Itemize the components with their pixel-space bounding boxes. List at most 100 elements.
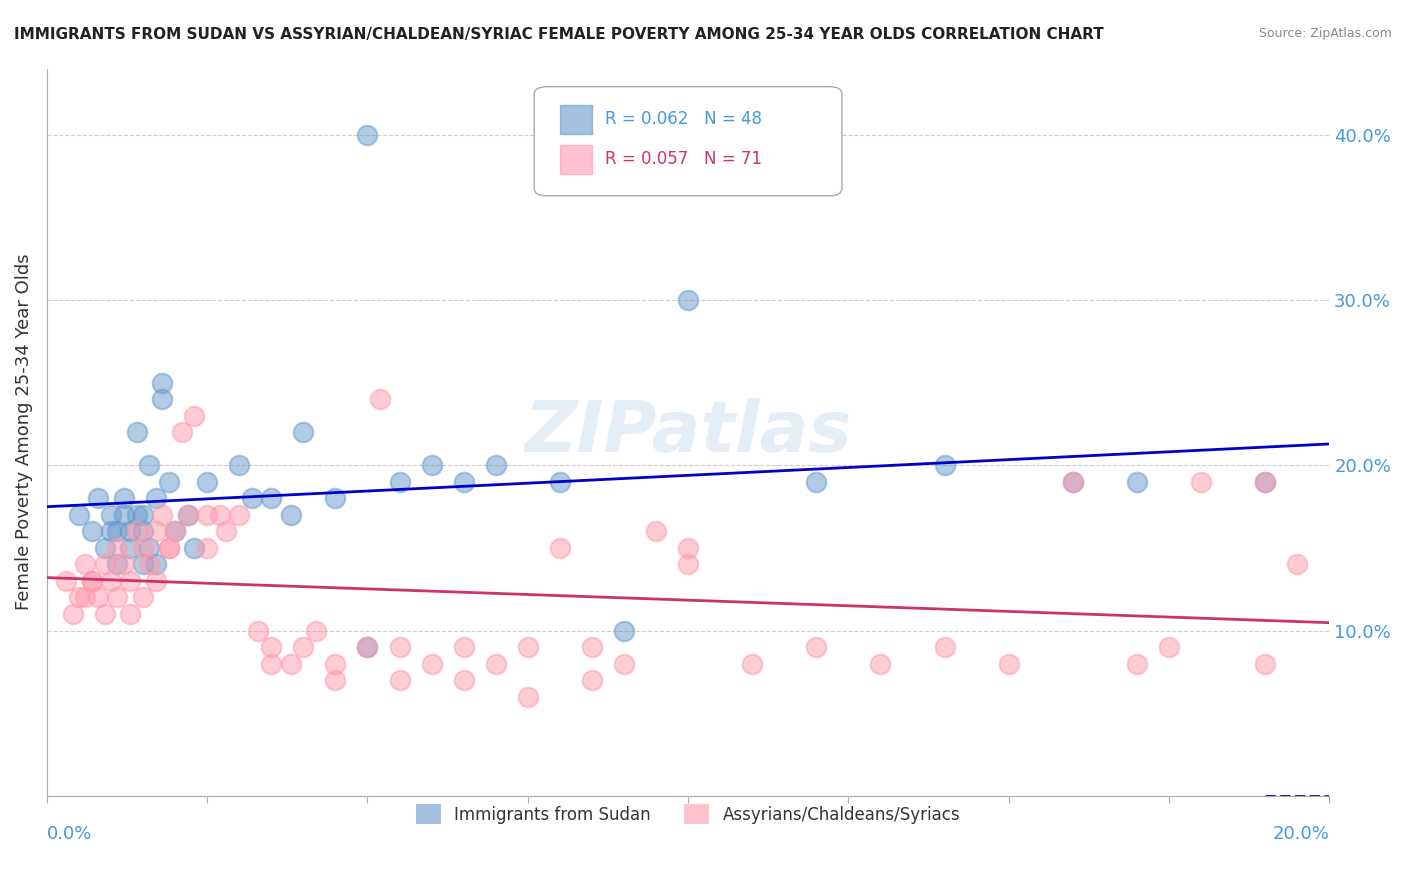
Point: [125, 524, 148, 539]
Bar: [560, 145, 592, 174]
Point: [453, 673, 475, 687]
Point: [1254, 657, 1277, 671]
Point: [107, 591, 129, 605]
Point: [67, 508, 90, 522]
Point: [93, 558, 115, 572]
Bar: [560, 105, 592, 134]
Point: [112, 491, 135, 506]
Point: [247, 624, 270, 638]
Point: [75, 591, 97, 605]
Point: [1126, 475, 1149, 489]
Point: [80, 524, 103, 539]
Point: [1062, 475, 1084, 489]
Point: [183, 409, 205, 423]
Point: [934, 640, 956, 654]
Point: [62, 607, 84, 621]
Point: [55, 574, 77, 588]
Point: [292, 640, 315, 654]
Text: Source: ZipAtlas.com: Source: ZipAtlas.com: [1258, 27, 1392, 40]
Point: [676, 558, 699, 572]
Point: [177, 508, 200, 522]
Legend: Immigrants from Sudan, Assyrians/Chaldeans/Syriacs: Immigrants from Sudan, Assyrians/Chaldea…: [409, 797, 967, 831]
Point: [120, 524, 142, 539]
Point: [356, 640, 378, 654]
Point: [581, 673, 603, 687]
Point: [1189, 475, 1212, 489]
Point: [388, 640, 411, 654]
Point: [120, 574, 142, 588]
Text: IMMIGRANTS FROM SUDAN VS ASSYRIAN/CHALDEAN/SYRIAC FEMALE POVERTY AMONG 25-34 YEA: IMMIGRANTS FROM SUDAN VS ASSYRIAN/CHALDE…: [14, 27, 1104, 42]
Point: [356, 128, 378, 142]
Point: [869, 657, 891, 671]
Point: [107, 558, 129, 572]
Point: [132, 508, 155, 522]
Point: [280, 657, 302, 671]
Text: ZIPatlas: ZIPatlas: [524, 398, 852, 467]
Point: [613, 657, 636, 671]
Point: [132, 524, 155, 539]
Point: [145, 491, 167, 506]
Point: [934, 458, 956, 473]
Point: [1157, 640, 1180, 654]
Point: [145, 558, 167, 572]
Point: [997, 657, 1019, 671]
Point: [138, 458, 160, 473]
Point: [548, 541, 571, 555]
Point: [195, 508, 218, 522]
Point: [305, 624, 328, 638]
Point: [676, 541, 699, 555]
Point: [420, 458, 443, 473]
Point: [260, 491, 283, 506]
Point: [1254, 475, 1277, 489]
Point: [485, 458, 508, 473]
Text: R = 0.062   N = 48: R = 0.062 N = 48: [605, 111, 762, 128]
Point: [145, 574, 167, 588]
Point: [112, 558, 135, 572]
Point: [138, 541, 160, 555]
Point: [150, 392, 173, 406]
Point: [1254, 475, 1277, 489]
Point: [100, 574, 122, 588]
Point: [150, 508, 173, 522]
Point: [67, 591, 90, 605]
Point: [453, 640, 475, 654]
Point: [388, 673, 411, 687]
Point: [195, 541, 218, 555]
Point: [581, 640, 603, 654]
Point: [325, 657, 347, 671]
Point: [93, 541, 115, 555]
Point: [93, 607, 115, 621]
Point: [260, 657, 283, 671]
Point: [107, 524, 129, 539]
Point: [280, 508, 302, 522]
Point: [260, 640, 283, 654]
Point: [516, 640, 538, 654]
Point: [516, 690, 538, 704]
Point: [138, 558, 160, 572]
Point: [368, 392, 391, 406]
Point: [645, 524, 668, 539]
Point: [453, 475, 475, 489]
Point: [228, 508, 250, 522]
Point: [150, 376, 173, 390]
Point: [420, 657, 443, 671]
Point: [80, 574, 103, 588]
Point: [157, 475, 180, 489]
Text: R = 0.057   N = 71: R = 0.057 N = 71: [605, 151, 762, 169]
Point: [165, 524, 187, 539]
Point: [87, 591, 110, 605]
Text: 20.0%: 20.0%: [1272, 825, 1329, 843]
Point: [228, 458, 250, 473]
Point: [100, 508, 122, 522]
Point: [1126, 657, 1149, 671]
Point: [132, 541, 155, 555]
Point: [325, 673, 347, 687]
Point: [177, 508, 200, 522]
Point: [356, 640, 378, 654]
Point: [100, 524, 122, 539]
Point: [145, 524, 167, 539]
Point: [741, 657, 763, 671]
Point: [215, 524, 238, 539]
Y-axis label: Female Poverty Among 25-34 Year Olds: Female Poverty Among 25-34 Year Olds: [15, 254, 32, 610]
Point: [120, 541, 142, 555]
